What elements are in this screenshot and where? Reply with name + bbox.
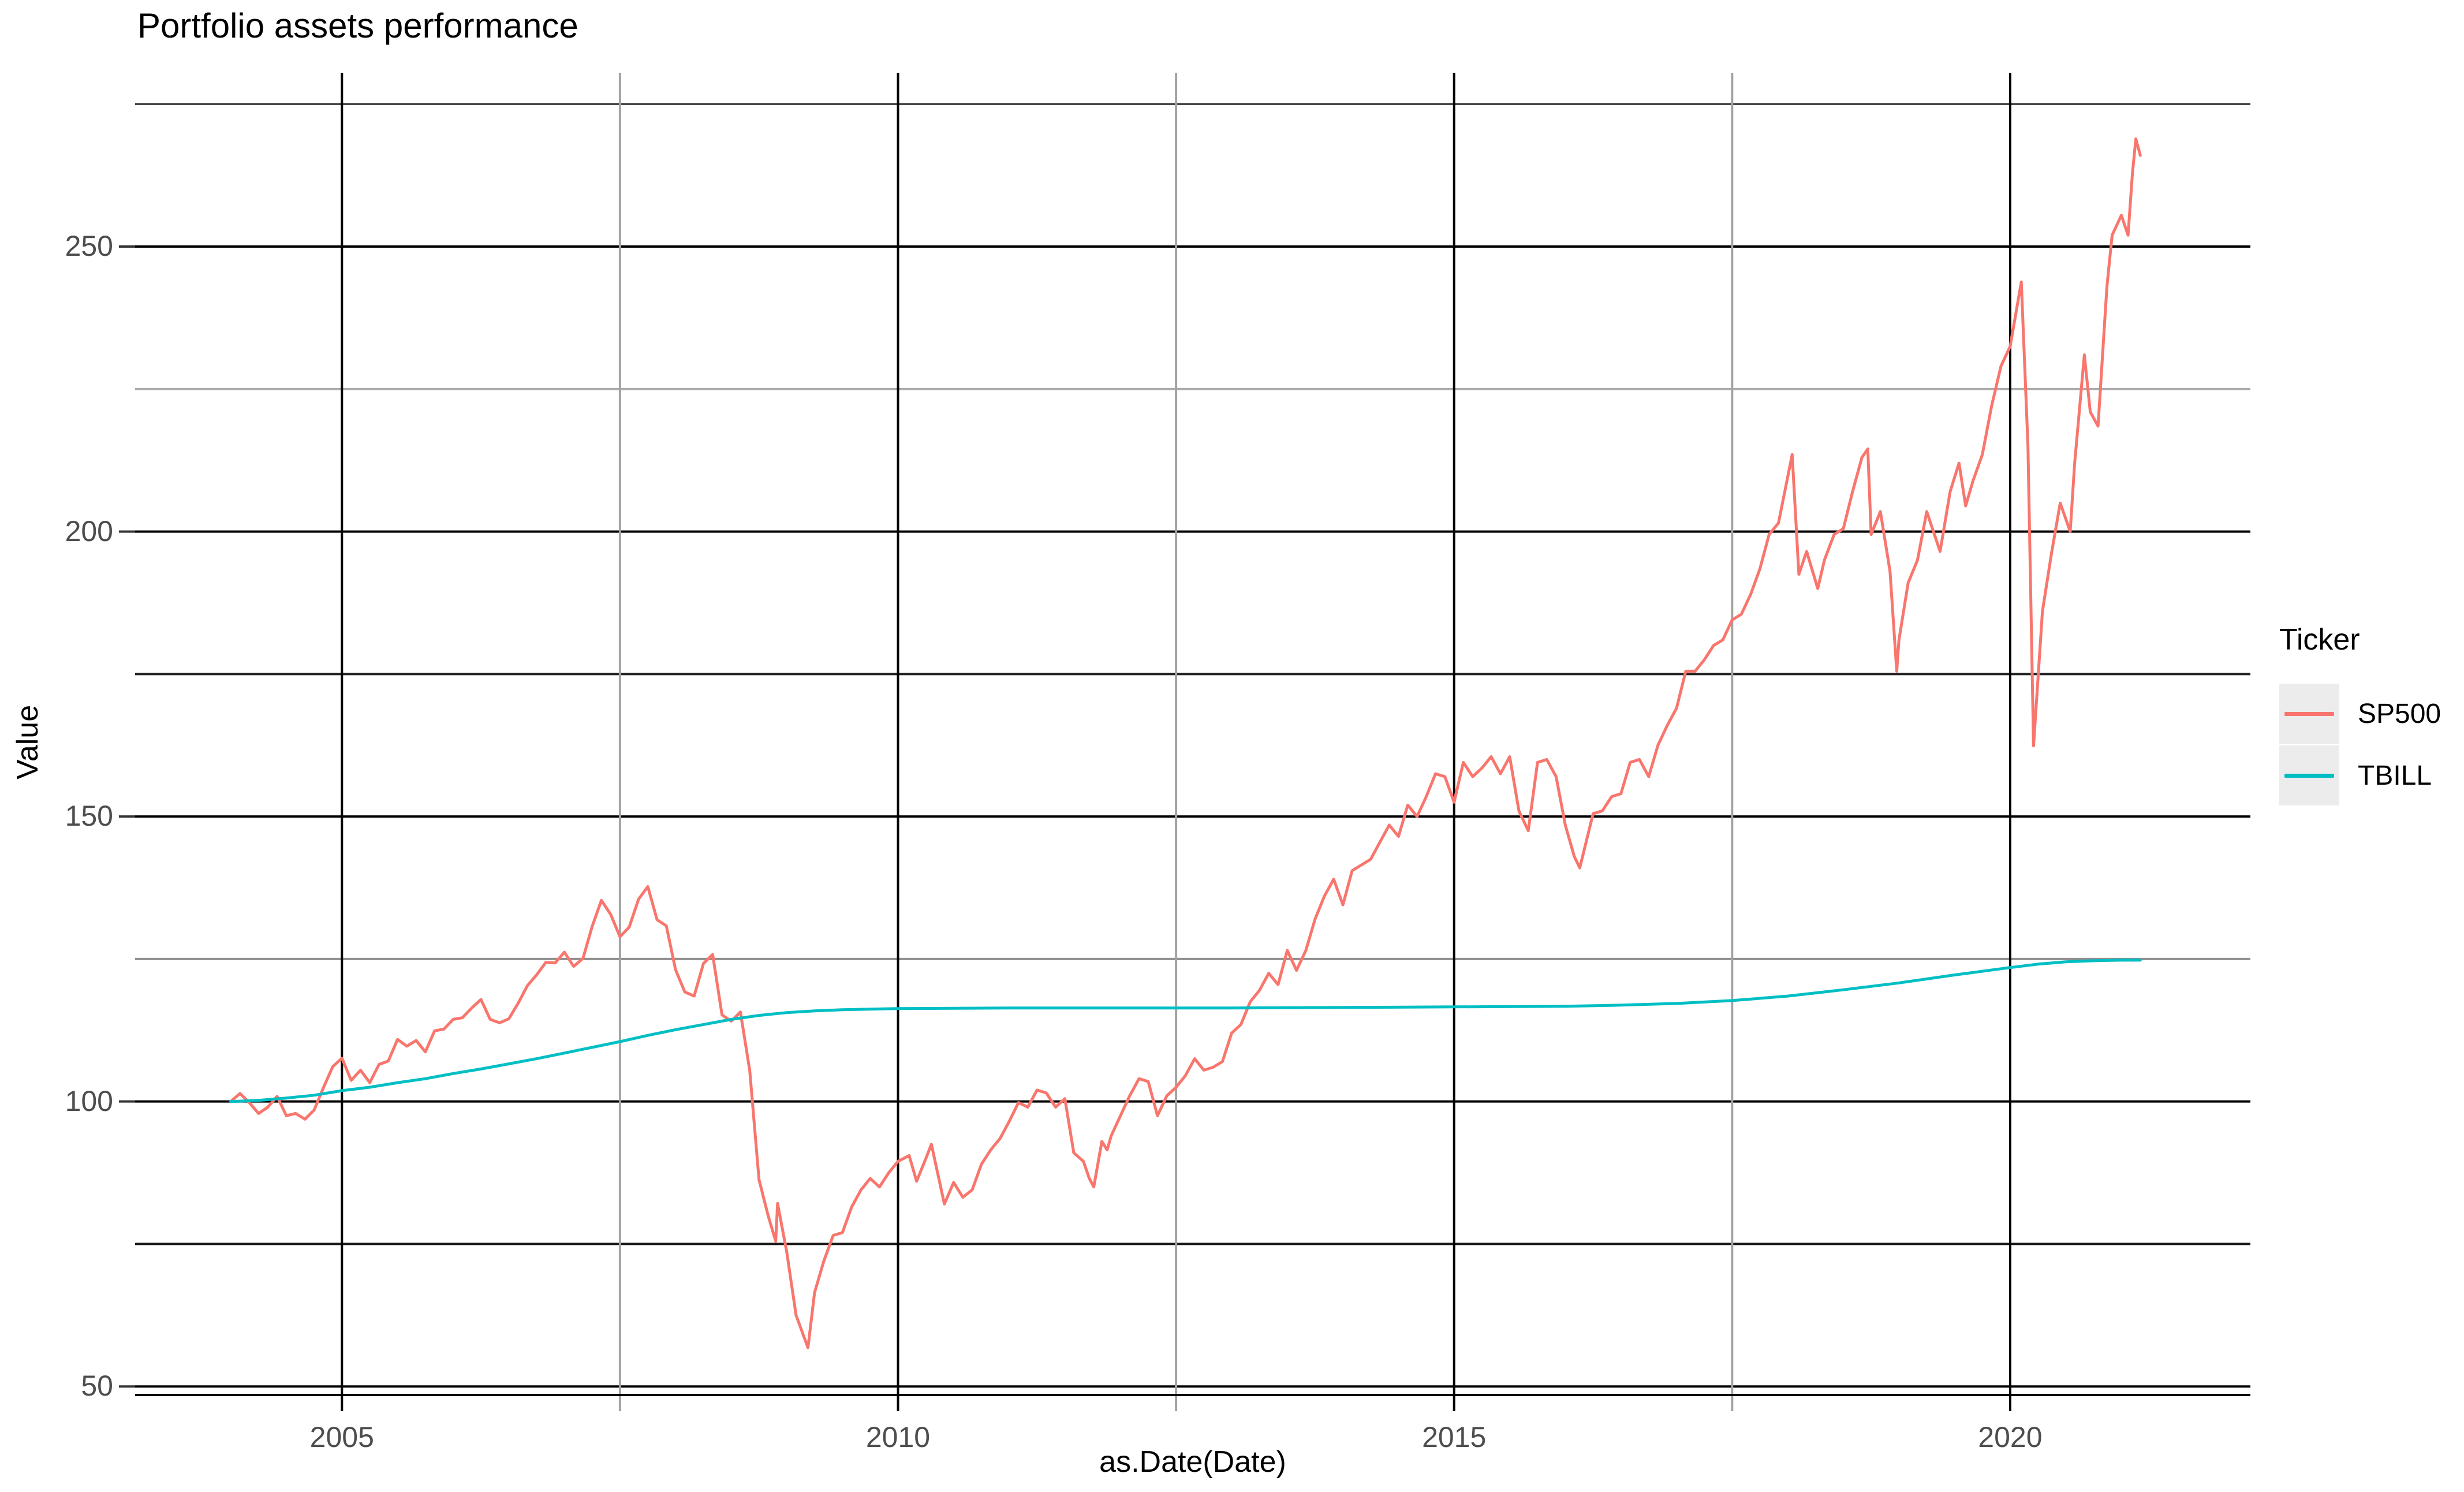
legend-key-line-icon — [2284, 773, 2334, 778]
series-line-tbill — [229, 958, 2142, 1103]
x-tick-label-2015: 2015 — [1422, 1421, 1487, 1453]
y-tick-label-150: 150 — [65, 800, 113, 833]
series-line-sp500 — [229, 137, 2142, 1349]
plot-panel — [119, 73, 2250, 1411]
x-axis-title: as.Date(Date) — [1099, 1445, 1286, 1479]
x-tick-label-2020: 2020 — [1978, 1421, 2043, 1453]
y-tick-label-250: 250 — [65, 230, 113, 263]
legend-key-tbill — [2279, 745, 2339, 805]
x-tick-label-2005: 2005 — [309, 1421, 374, 1453]
y-axis-title: Value — [11, 704, 44, 779]
y-tick-label-200: 200 — [65, 514, 113, 547]
plot-canvas — [119, 73, 2250, 1411]
y-tick-label-50: 50 — [81, 1370, 113, 1403]
legend-label-tbill: TBILL — [2358, 760, 2432, 791]
legend: Ticker SP500 TBILL — [2279, 622, 2464, 807]
legend-items: SP500 TBILL — [2279, 684, 2464, 805]
y-tick-label-100: 100 — [65, 1084, 113, 1117]
legend-key-line-icon — [2284, 711, 2334, 716]
x-tick-label-2010: 2010 — [865, 1421, 931, 1453]
legend-key-sp500 — [2279, 684, 2339, 744]
legend-item-tbill: TBILL — [2279, 745, 2464, 805]
legend-label-sp500: SP500 — [2358, 698, 2441, 729]
legend-item-sp500: SP500 — [2279, 684, 2464, 744]
legend-title: Ticker — [2279, 623, 2360, 657]
chart-title: Portfolio assets performance — [137, 6, 578, 45]
